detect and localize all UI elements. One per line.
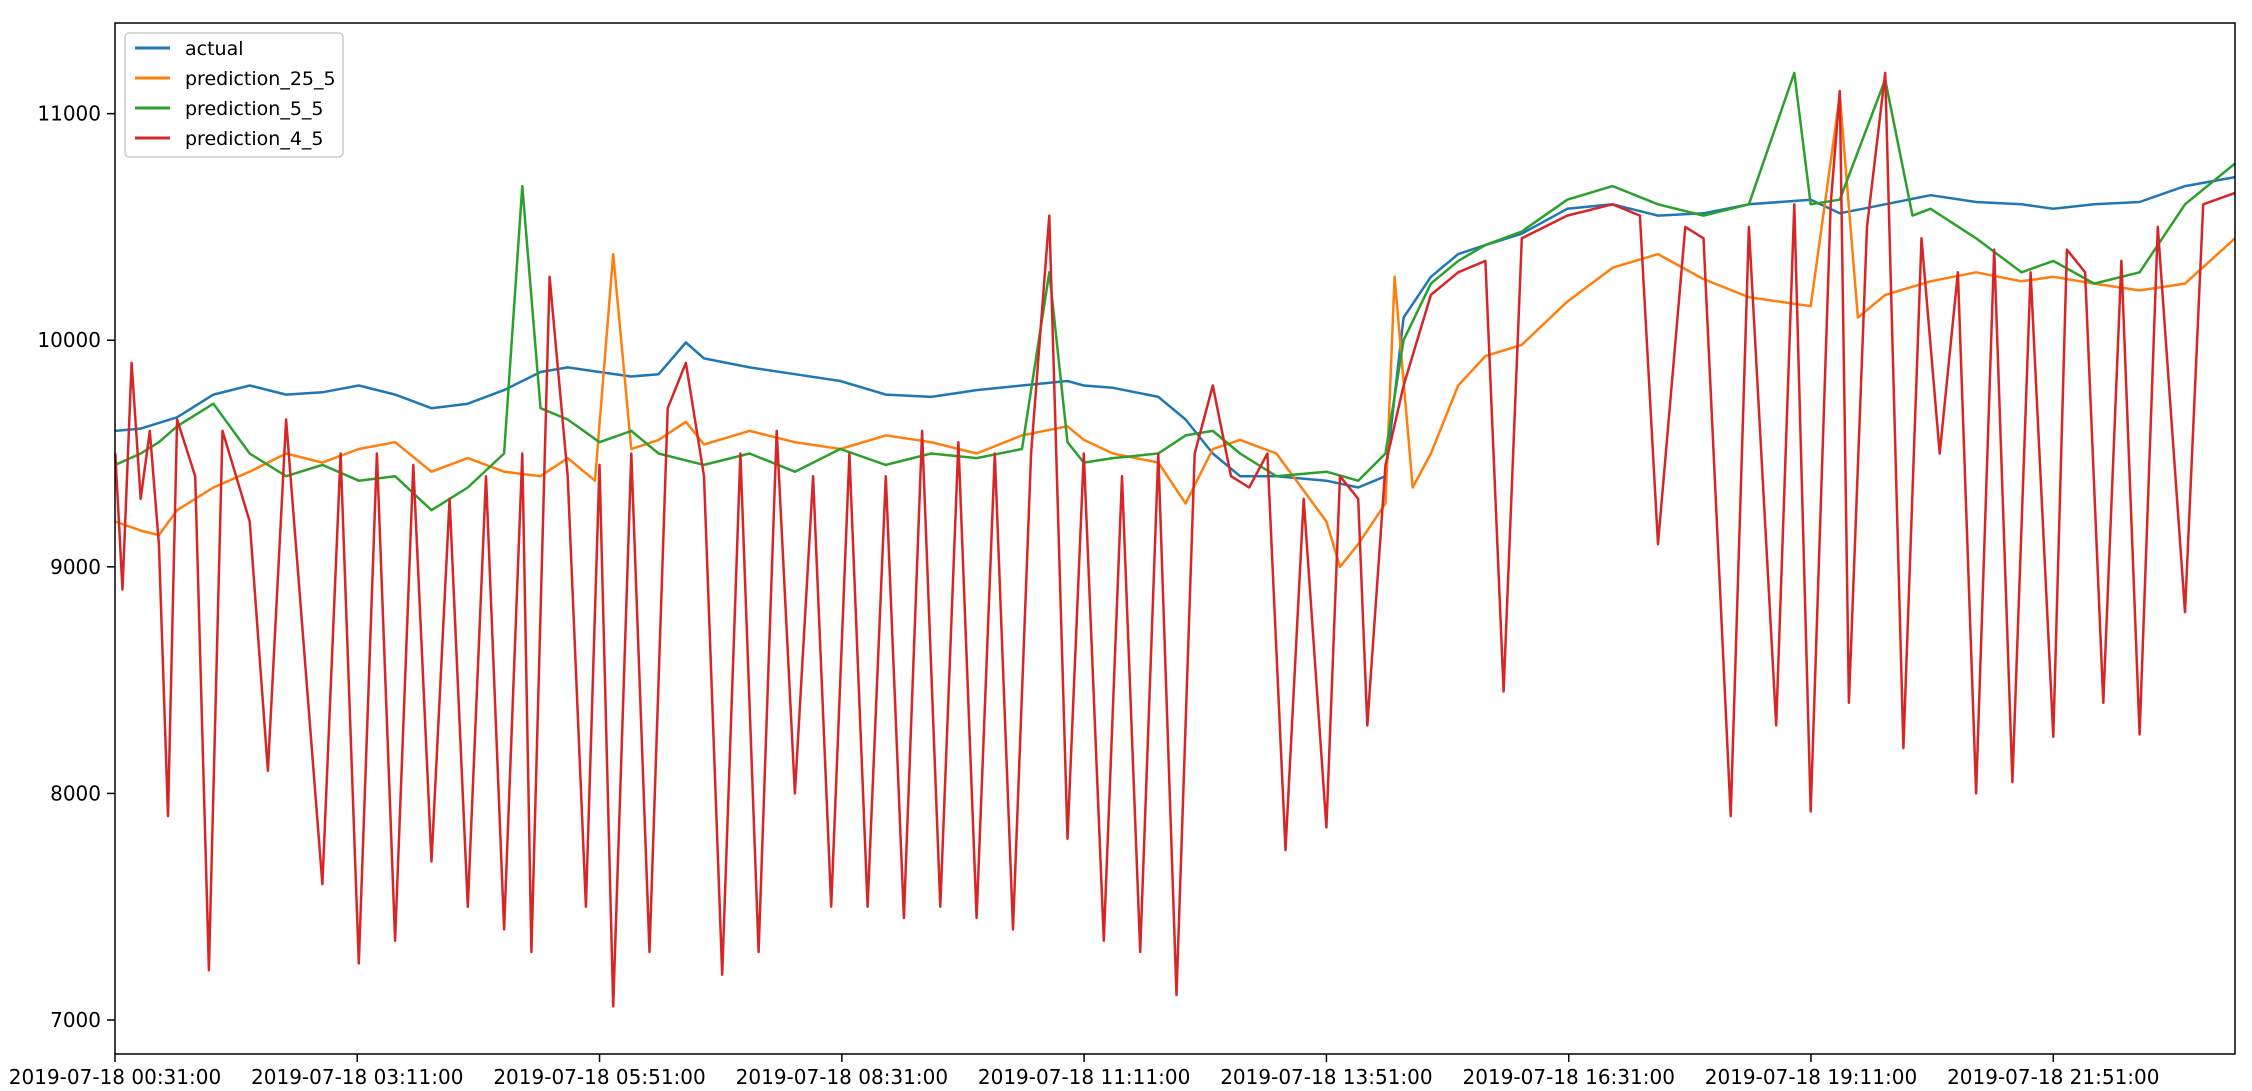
series-line-prediction-4-5 (114, 71, 2236, 1008)
x-tick-label: 2019-07-18 05:51:00 (493, 1065, 705, 1089)
legend-label: prediction_25_5 (185, 68, 336, 90)
legend-label: actual (185, 38, 244, 60)
x-tick-label: 2019-07-18 13:51:00 (1220, 1065, 1432, 1089)
x-tick-label: 2019-07-18 19:11:00 (1705, 1065, 1917, 1089)
y-tick-label: 7000 (50, 1008, 101, 1032)
y-tick-label: 10000 (37, 328, 101, 352)
x-tick-label: 2019-07-18 03:11:00 (251, 1065, 463, 1089)
legend-box (124, 32, 344, 158)
x-axis: 2019-07-18 00:31:00 2019-07-18 03:11:00 20… (9, 1054, 2159, 1089)
y-tick-label: 11000 (37, 102, 101, 126)
y-tick-label: 9000 (50, 555, 101, 579)
x-tick-label: 2019-07-18 00:31:00 (9, 1065, 221, 1089)
legend: actual prediction_25_5 prediction_5_5predi… (124, 32, 344, 158)
y-axis: 7000 8000 9000 10000 11000 (37, 102, 115, 1032)
y-tick-label: 8000 (50, 781, 101, 805)
legend-label: prediction_5_5 (185, 98, 324, 120)
x-tick-label: 2019-07-18 08:31:00 (736, 1065, 948, 1089)
series-layer (114, 71, 2236, 1008)
plot-area (115, 23, 2235, 1054)
plot-frame (114, 22, 2236, 1055)
x-tick-label: 2019-07-18 16:31:00 (1463, 1065, 1675, 1089)
legend-label: prediction_4_5 (185, 128, 324, 150)
series-line-prediction-5-5 (114, 71, 2236, 512)
x-tick-label: 2019-07-18 21:51:00 (1947, 1065, 2159, 1089)
x-tick-label: 2019-07-18 11:11:00 (978, 1065, 1190, 1089)
